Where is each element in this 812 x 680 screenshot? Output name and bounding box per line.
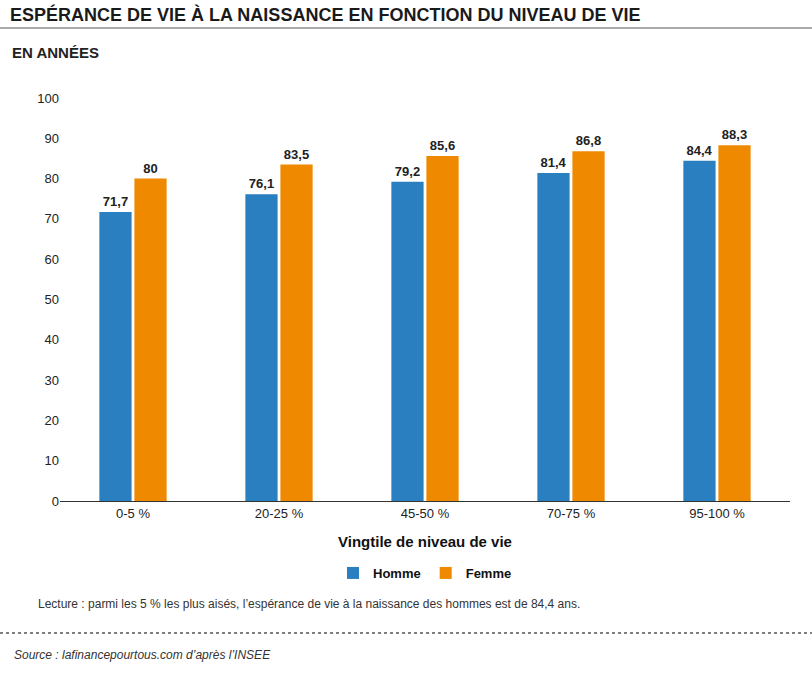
svg-text:70-75 %: 70-75 % [547,506,596,521]
svg-text:90: 90 [45,131,59,146]
svg-text:10: 10 [45,453,59,468]
svg-text:85,6: 85,6 [430,138,455,153]
svg-text:100: 100 [37,91,59,106]
svg-text:Lecture : parmi les 5 % les pl: Lecture : parmi les 5 % les plus aisés, … [38,597,580,611]
svg-text:81,4: 81,4 [540,155,566,170]
svg-text:EN ANNÉES: EN ANNÉES [12,44,99,61]
svg-text:80: 80 [45,171,59,186]
svg-text:71,7: 71,7 [103,194,128,209]
svg-text:Femme: Femme [466,566,512,581]
svg-text:79,2: 79,2 [395,164,420,179]
svg-text:ESPÉRANCE DE VIE À LA NAISSANC: ESPÉRANCE DE VIE À LA NAISSANCE EN FONCT… [10,4,640,25]
svg-text:Homme: Homme [373,566,421,581]
svg-text:Source : lafinancepourtous.com: Source : lafinancepourtous.com d’après l… [14,648,271,662]
svg-text:86,8: 86,8 [576,133,601,148]
svg-text:0: 0 [52,494,59,509]
svg-text:40: 40 [45,332,59,347]
svg-text:70: 70 [45,211,59,226]
svg-text:30: 30 [45,373,59,388]
svg-text:76,1: 76,1 [249,176,274,191]
svg-text:45-50 %: 45-50 % [401,506,450,521]
svg-text:84,4: 84,4 [686,143,712,158]
svg-text:20-25 %: 20-25 % [255,506,304,521]
svg-text:60: 60 [45,252,59,267]
svg-text:88,3: 88,3 [722,127,747,142]
svg-text:95-100 %: 95-100 % [689,506,745,521]
svg-text:80: 80 [143,161,157,176]
svg-text:20: 20 [45,413,59,428]
svg-text:83,5: 83,5 [284,147,309,162]
svg-text:0-5 %: 0-5 % [116,506,150,521]
svg-text:50: 50 [45,292,59,307]
svg-text:Vingtile de niveau de vie: Vingtile de niveau de vie [338,533,512,550]
